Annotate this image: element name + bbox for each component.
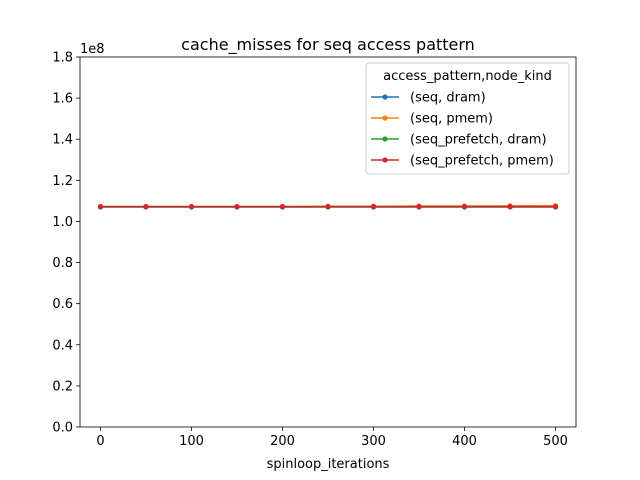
data-point-3-2 xyxy=(188,204,195,210)
y-tick-label-1: 0.2 xyxy=(52,379,73,394)
y-tick-label-8: 1.6 xyxy=(52,92,73,107)
y-tick-label-9: 1.8 xyxy=(52,51,73,66)
data-point-3-8 xyxy=(461,204,468,210)
data-point-3-0 xyxy=(97,204,104,210)
x-tick-label-2: 200 xyxy=(270,434,295,449)
y-tick-label-0: 0.0 xyxy=(52,421,73,436)
x-tick-label-3: 300 xyxy=(361,434,386,449)
data-point-3-7 xyxy=(416,204,422,210)
data-point-3-5 xyxy=(325,204,331,210)
plot-area: 0 100 200 300 400 500 0.0 0.2 0.4 0.6 0.8 1.0 1.2 1.4… xyxy=(52,51,577,449)
legend-marker-1 xyxy=(382,115,388,121)
y-tick-label-3: 0.6 xyxy=(52,297,73,312)
chart-title: cache_misses for seq access pattern xyxy=(181,35,475,55)
legend-frame xyxy=(365,62,570,175)
legend-title: access_pattern,node_kind xyxy=(383,69,552,84)
y-tick-label-4: 0.8 xyxy=(52,256,73,271)
x-tick-label-4: 400 xyxy=(452,434,477,449)
y-tick-label-5: 1.0 xyxy=(52,215,73,230)
y-tick-label-6: 1.2 xyxy=(52,174,73,189)
x-tick-label-5: 500 xyxy=(543,434,568,449)
axes-frame xyxy=(79,56,577,428)
x-tick-label-0: 0 xyxy=(96,434,104,449)
x-axis-label: spinloop_iterations xyxy=(267,457,390,472)
data-point-3-3 xyxy=(234,204,240,210)
data-point-3-10 xyxy=(552,204,559,210)
legend-label-2: (seq_prefetch, dram) xyxy=(410,133,547,148)
y-offset-label: 1e8 xyxy=(80,42,105,57)
data-point-3-4 xyxy=(279,204,286,210)
legend-label-1: (seq, pmem) xyxy=(410,112,493,127)
legend-marker-2 xyxy=(382,136,388,142)
legend: access_pattern,node_kind (seq, dram) (seq… xyxy=(365,62,570,175)
legend-marker-0 xyxy=(382,94,388,100)
legend-marker-3 xyxy=(382,157,388,163)
legend-label-0: (seq, dram) xyxy=(410,91,486,106)
data-point-3-1 xyxy=(143,204,149,210)
y-tick-label-2: 0.4 xyxy=(52,338,73,353)
x-tick-label-1: 100 xyxy=(179,434,204,449)
y-tick-label-7: 1.4 xyxy=(52,133,73,148)
data-point-3-6 xyxy=(370,204,377,210)
legend-label-3: (seq_prefetch, pmem) xyxy=(410,154,554,169)
data-point-3-9 xyxy=(507,204,513,210)
